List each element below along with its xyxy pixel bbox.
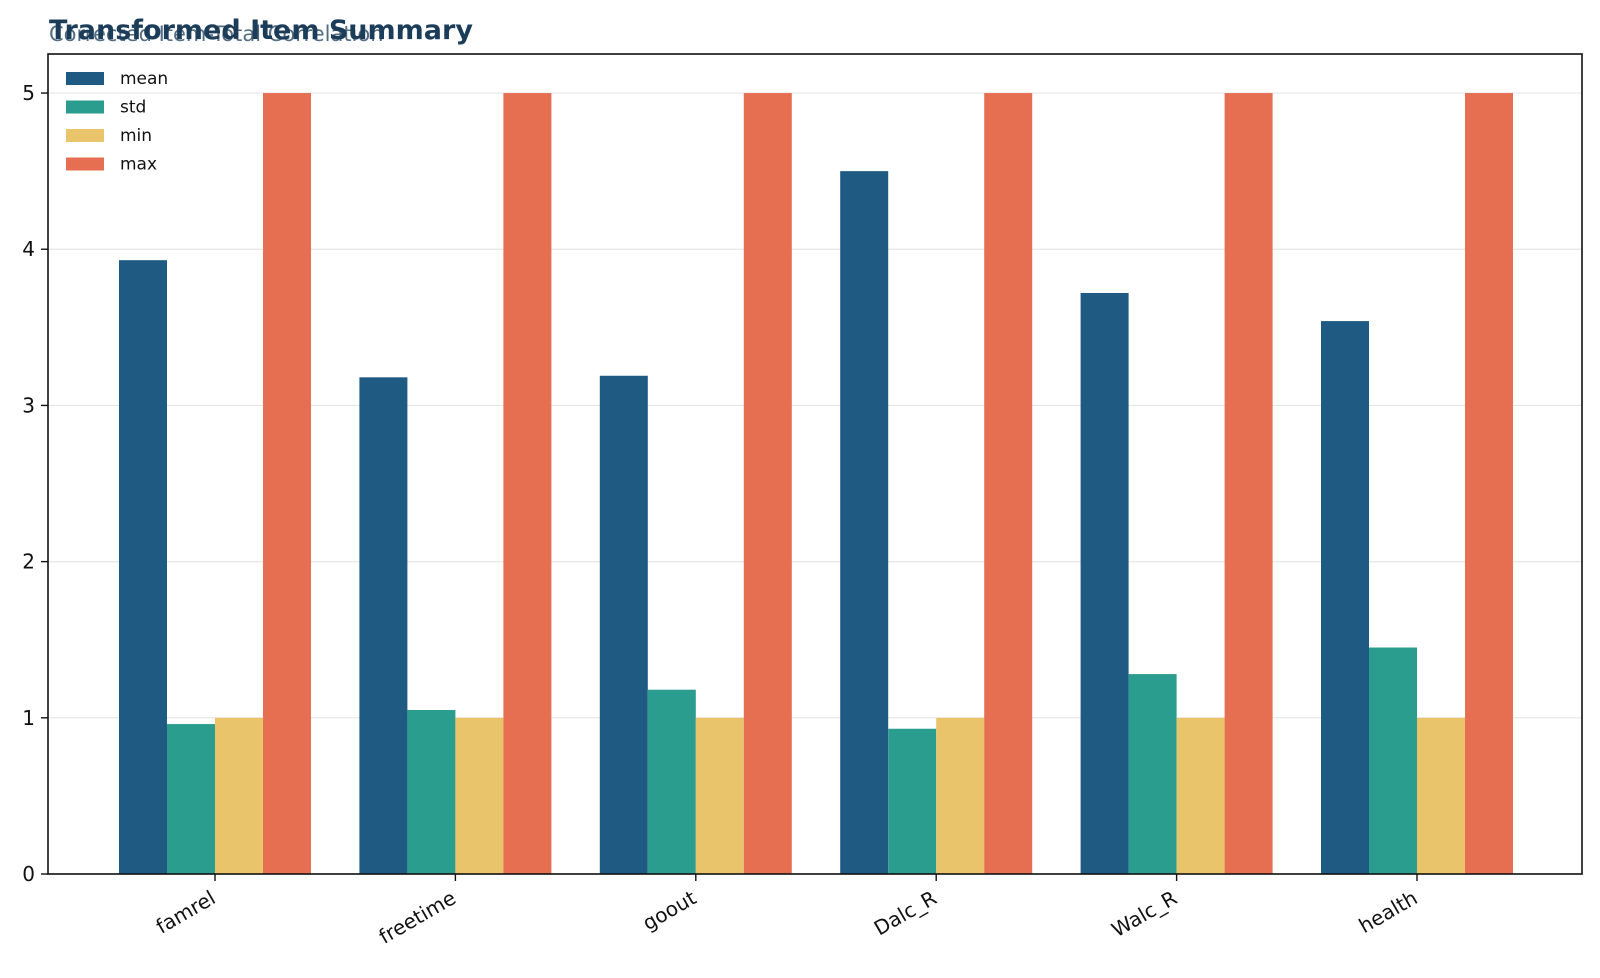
y-tick-label: 4 — [22, 237, 35, 261]
bar-std-freetime — [407, 710, 456, 874]
bar-mean-famrel — [119, 260, 167, 875]
legend-swatch-mean — [66, 72, 104, 85]
bar-mean-Walc_R — [1080, 292, 1129, 874]
bar-std-goout — [647, 689, 696, 874]
bar-mean-goout — [599, 375, 648, 874]
bar-std-health — [1369, 647, 1417, 874]
y-axis: 0 1 2 3 4 5 — [22, 81, 48, 886]
legend-swatch-max — [66, 157, 104, 171]
bar-min-famrel — [215, 717, 263, 874]
bar-min-Dalc_R — [936, 717, 985, 874]
bar-max-health — [1465, 93, 1513, 875]
bar-min-goout — [695, 717, 744, 874]
bar-min-Walc_R — [1176, 717, 1225, 874]
y-tick-label: 5 — [22, 81, 35, 105]
legend: mean std min max — [66, 69, 168, 175]
plot-area-frame — [47, 53, 1583, 875]
chart-subtitle: Corrected Item-Total Correlation — [49, 22, 384, 46]
legend-swatch-std — [66, 100, 104, 114]
legend-label-min: min — [120, 126, 152, 146]
y-tick-label: 1 — [22, 706, 35, 730]
legend-label-mean: mean — [120, 69, 168, 89]
legend-swatch-min — [66, 129, 104, 142]
y-tick-label: 0 — [22, 862, 35, 886]
bar-max-famrel — [263, 93, 311, 875]
bar-max-Dalc_R — [984, 93, 1033, 875]
legend-label-std: std — [120, 98, 146, 118]
bar-mean-Dalc_R — [840, 171, 889, 875]
bar-max-goout — [743, 93, 792, 875]
bar-std-famrel — [167, 724, 215, 874]
y-tick-label: 3 — [22, 393, 35, 417]
y-tick-label: 2 — [22, 550, 35, 574]
legend-label-max: max — [120, 155, 157, 175]
bar-mean-freetime — [359, 377, 408, 874]
bars — [119, 93, 1513, 875]
bar-min-freetime — [455, 717, 504, 874]
bar-max-Walc_R — [1224, 93, 1273, 875]
chart-title: Transformed Item Summary — [49, 15, 473, 46]
bar-std-Walc_R — [1128, 674, 1177, 874]
bar-std-Dalc_R — [888, 728, 937, 874]
bar-mean-health — [1321, 321, 1369, 875]
bar-min-health — [1417, 717, 1465, 874]
bar-max-freetime — [503, 93, 552, 875]
